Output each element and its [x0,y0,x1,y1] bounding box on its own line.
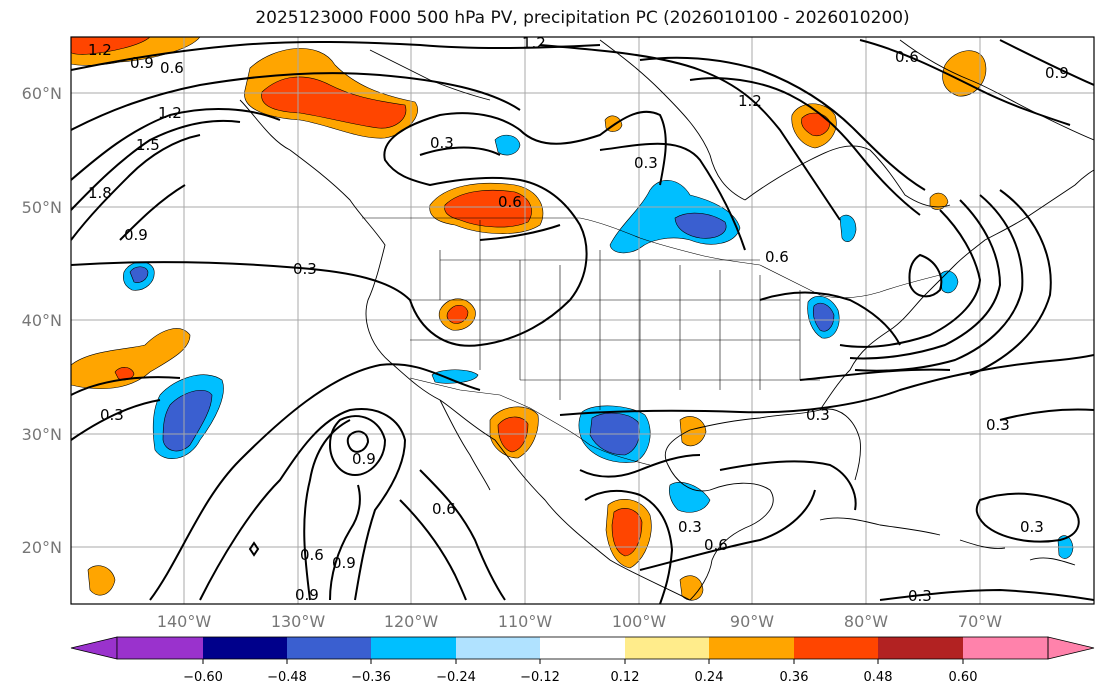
lon-tick-label: 110°W [498,612,553,631]
contour-label: 0.3 [293,260,317,278]
anomaly-positive-pacific-west [71,328,191,389]
graticule [71,37,1094,604]
anomaly-negative-baja [431,369,479,384]
anomaly-positive-nw-core [71,37,151,55]
colorbar-swatch [371,637,456,659]
colorbar-swatch [203,637,287,659]
lat-tick-label: 30°N [22,425,62,444]
colorbar-extend-high [1047,636,1095,660]
pv-contours [71,39,1094,604]
colorbar-tick-label: −0.48 [267,670,307,685]
colorbar-swatch [540,637,625,659]
contour-label: 0.3 [100,406,124,424]
colorbar-tick-label: −0.12 [520,670,560,685]
colorbar-swatch [456,637,540,659]
colorbar-tick-label: 0.36 [780,670,809,685]
colorbar-swatch [287,637,371,659]
anomaly-positive-gulf [679,416,707,447]
contour-label: 0.9 [295,586,319,604]
contour-label: 0.3 [678,518,702,536]
latitude-labels: 20°N 30°N 40°N 50°N 60°N [22,84,62,557]
anomaly-negative-bc [494,134,521,156]
contour-labels: 1.2 0.9 0.6 1.2 1.5 1.8 0.9 0.3 0.3 0.6 … [88,34,1069,605]
colorbar-tick-label: −0.24 [436,670,476,685]
lat-tick-label: 20°N [22,538,62,557]
colorbar-tick-label: −0.36 [351,670,391,685]
colorbar-ticks [202,659,964,664]
contour-label: 1.2 [738,92,762,110]
contour-label: 0.9 [124,226,148,244]
colorbar-frame [116,636,1049,660]
anomaly-positive-pacific-sw [87,565,116,596]
anomaly-negative-yucatan [668,481,711,513]
lon-tick-label: 120°W [384,612,439,631]
colorbar-swatch [117,637,203,659]
lon-tick-label: 70°W [958,612,1002,631]
contour-label: 0.6 [160,59,184,77]
colorbar-swatch [878,637,963,659]
colorbar-swatch [963,637,1048,659]
contour-label: 1.2 [158,104,182,122]
longitude-labels: 140°W 130°W 120°W 110°W 100°W 90°W 80°W … [157,612,1002,631]
colorbar-extend-low [70,636,118,660]
anomaly-negative-newengland [939,270,959,294]
colorbar: −0.60 −0.48 −0.36 −0.24 −0.12 0.12 0.24 … [70,636,1095,685]
contour-label: 0.9 [130,54,154,72]
contour-label: 1.2 [88,41,112,59]
contour-label: 0.6 [704,536,728,554]
contour-label: 1.8 [88,184,112,202]
contour-label: 0.3 [1020,518,1044,536]
map-frame [70,36,1095,605]
anomaly-positive-great-basin-core [446,304,469,324]
contour-label: 0.3 [430,134,454,152]
colorbar-swatch [709,637,794,659]
contour-label: 0.6 [300,546,324,564]
lon-tick-label: 80°W [844,612,888,631]
lon-tick-label: 130°W [271,612,326,631]
map-title: 2025123000 F000 500 hPa PV, precipitatio… [255,8,910,28]
contour-label: 0.6 [765,248,789,266]
contour-label: 0.3 [908,587,932,605]
lon-tick-label: 100°W [612,612,667,631]
colorbar-swatch [625,637,709,659]
anomaly-negative-quebec [839,214,857,243]
anomaly-positive-hudson-core [801,112,831,137]
contour-label: 0.6 [432,500,456,518]
anomaly-negative-great-lakes-core [674,212,727,239]
colorbar-tick-label: 0.12 [611,670,640,685]
lat-tick-label: 50°N [22,198,62,217]
lat-tick-label: 40°N [22,311,62,330]
contour-label: 1.2 [522,34,546,52]
anomaly-negative-ohio-core [812,303,835,332]
colorbar-tick-label: 0.60 [949,670,978,685]
anomaly-negative-pacific-core [162,390,213,452]
contour-label: 0.9 [332,554,356,572]
lon-tick-label: 140°W [157,612,212,631]
colorbar-swatch [794,637,878,659]
contour-label: 0.9 [1045,64,1069,82]
anomaly-positive-guatemala [679,575,704,601]
contour-label: 0.6 [498,193,522,211]
anomaly-positive-nova-scotia [929,192,949,210]
contour-label: 1.5 [136,136,160,154]
colorbar-tick-label: −0.60 [183,670,223,685]
political-borders [362,217,941,466]
contour-label: 0.3 [634,154,658,172]
lat-tick-label: 60°N [22,84,62,103]
anomaly-negative-pacific-north-core [129,266,149,283]
contour-label: 0.3 [986,416,1010,434]
contour-label: 0.3 [806,406,830,424]
colorbar-tick-label: 0.24 [695,670,724,685]
lon-tick-label: 90°W [730,612,774,631]
colorbar-tick-label: 0.48 [864,670,893,685]
contour-label: 0.6 [895,48,919,66]
contour-label: 0.9 [352,450,376,468]
